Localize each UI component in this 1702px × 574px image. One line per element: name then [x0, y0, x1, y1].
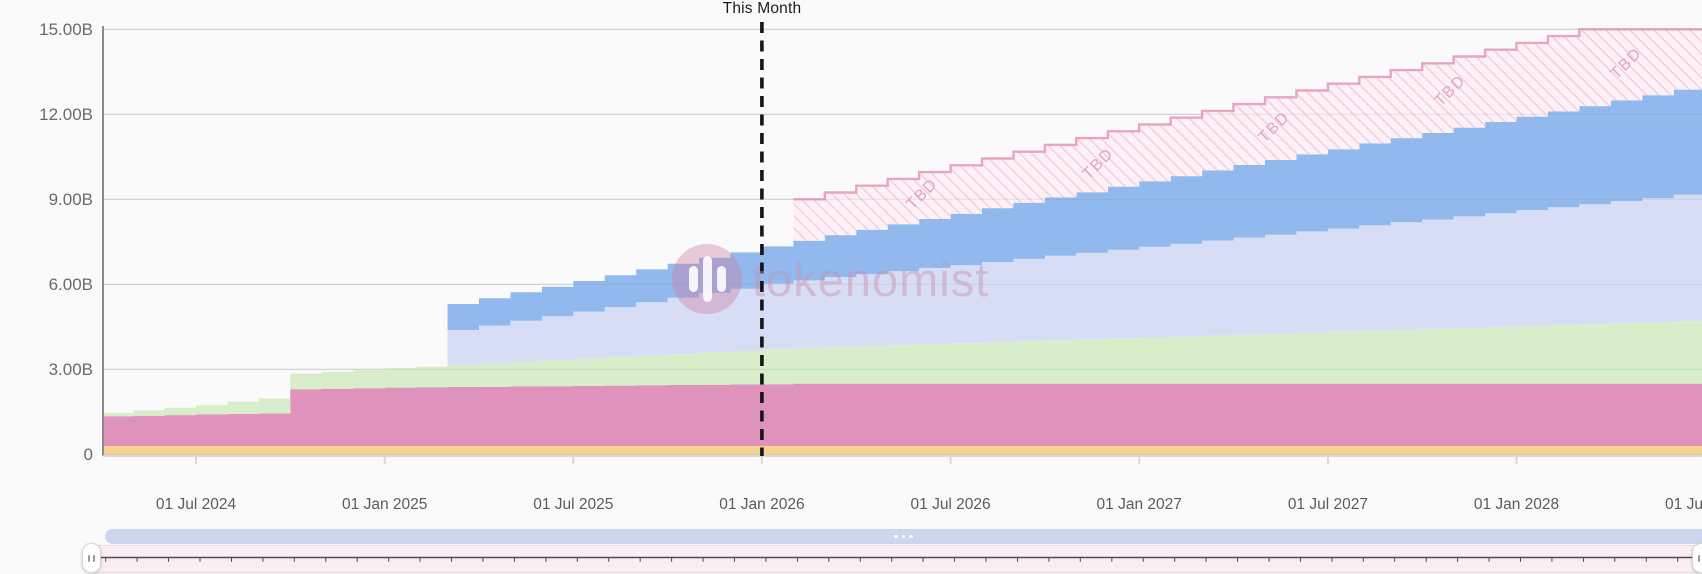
svg-text:12.00B: 12.00B [39, 105, 93, 124]
this-month-label: This Month [722, 0, 802, 17]
area-green [104, 321, 1702, 417]
svg-text:01 Jan 2026: 01 Jan 2026 [719, 496, 804, 513]
area-orange [104, 446, 1702, 455]
area-pink [104, 383, 1702, 446]
navigator-scrollbar[interactable] [105, 529, 1702, 544]
area-tbd [793, 29, 1702, 241]
svg-text:3.00B: 3.00B [49, 360, 93, 379]
svg-text:01 Jul 2025: 01 Jul 2025 [533, 496, 613, 513]
svg-text:0: 0 [84, 445, 93, 464]
navigator-track[interactable] [86, 545, 1702, 573]
svg-text:01 Jul 2027: 01 Jul 2027 [1288, 496, 1368, 513]
svg-text:6.00B: 6.00B [49, 275, 93, 294]
svg-text:01 Jan 2025: 01 Jan 2025 [342, 496, 427, 513]
x-axis-labels: 01 Jul 2024 01 Jan 2025 01 Jul 2025 01 Jan … [156, 496, 1702, 513]
y-axis-labels: 0 3.00B 6.00B 9.00B 12.00B 15.00B [39, 20, 93, 464]
svg-text:9.00B: 9.00B [49, 190, 93, 209]
svg-text:01 Jan 2028: 01 Jan 2028 [1474, 496, 1559, 513]
scrollbar-grip-icon[interactable] [894, 534, 913, 539]
svg-text:01 Jan 2027: 01 Jan 2027 [1097, 496, 1182, 513]
svg-text:01 Jul 2024: 01 Jul 2024 [156, 496, 237, 513]
svg-text:15.00B: 15.00B [39, 20, 93, 39]
navigator-right-handle[interactable] [1692, 543, 1702, 573]
navigator-minimap [101, 556, 1701, 562]
navigator-left-handle[interactable] [82, 543, 101, 573]
svg-text:01 Jul 2028: 01 Jul 2028 [1665, 496, 1702, 513]
svg-text:01 Jul 2026: 01 Jul 2026 [911, 496, 991, 513]
tbd-top-line [793, 28, 1702, 201]
x-axis-ticks [195, 456, 1518, 464]
